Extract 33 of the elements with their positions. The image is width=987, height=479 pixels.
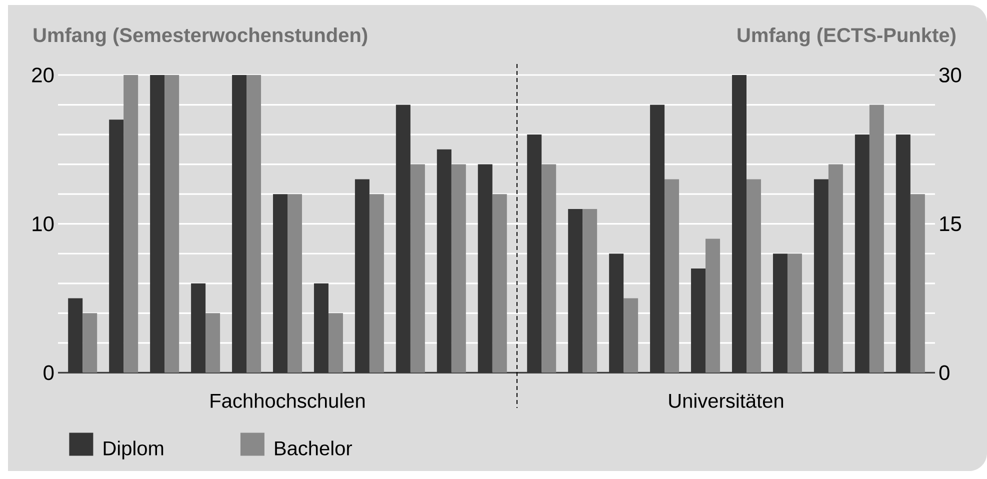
bar [706, 238, 720, 373]
x-axis-title: Universitäten [669, 393, 784, 408]
bar [869, 104, 884, 373]
legend-label: Bachelor [275, 440, 352, 456]
y-tick-label: 0 [44, 365, 54, 380]
bar [828, 164, 843, 373]
bar [664, 179, 680, 373]
x-axis-title: Fachhochschulen [210, 393, 365, 408]
y-tick-label: 10 [32, 216, 54, 232]
bar [542, 164, 556, 373]
bar [746, 179, 761, 373]
y-tick-label: 30 [939, 68, 962, 82]
y-tick-label: 0 [939, 365, 950, 380]
bar [164, 75, 180, 373]
bar [82, 313, 98, 373]
y-axis-title: Umfang (ECTS-Punkte) [738, 28, 956, 46]
bar [787, 254, 802, 373]
y-axis-title: Umfang (Semesterwochenstunden) [34, 28, 368, 46]
y-tick-label: 20 [32, 68, 54, 82]
y-tick-label: 15 [940, 216, 962, 232]
bar [451, 164, 466, 373]
bar [206, 313, 220, 373]
bar [492, 194, 507, 373]
bar [624, 298, 638, 373]
bar [369, 194, 384, 373]
bar [910, 194, 925, 373]
bar [246, 75, 262, 373]
bar [287, 194, 302, 373]
bar [582, 208, 598, 373]
bar [410, 164, 425, 373]
legend-label: Diplom [104, 440, 164, 460]
bar [328, 313, 343, 373]
bar [124, 75, 138, 373]
